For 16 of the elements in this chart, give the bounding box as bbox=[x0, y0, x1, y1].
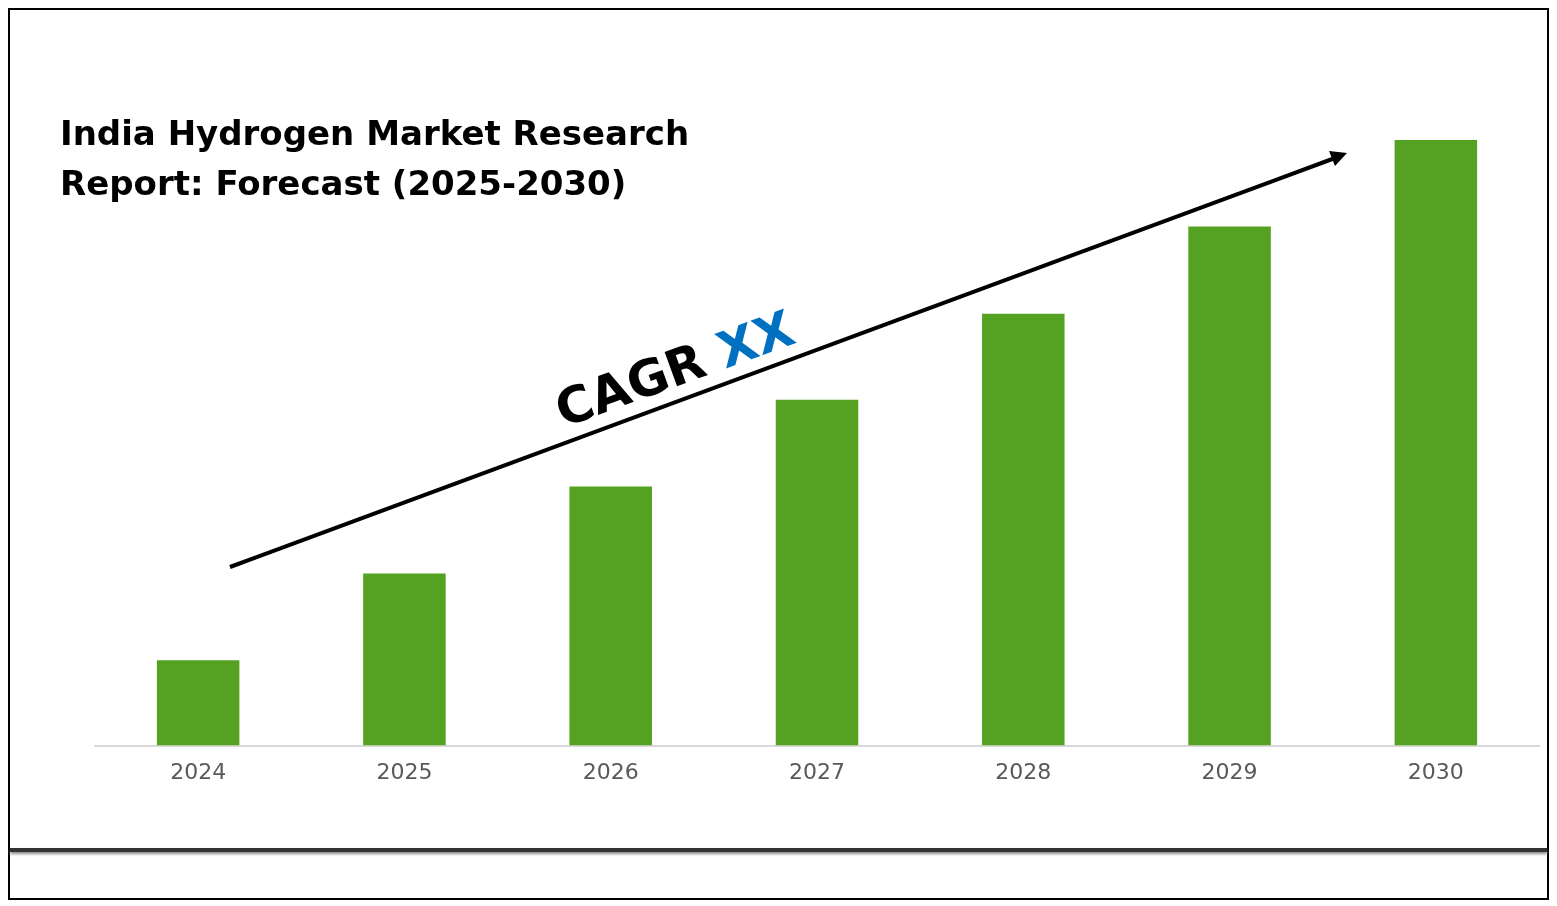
bar bbox=[982, 313, 1065, 746]
bar bbox=[156, 660, 240, 746]
bar bbox=[775, 399, 859, 746]
x-tick-label: 2029 bbox=[1201, 758, 1258, 784]
bar bbox=[363, 573, 446, 746]
bar bbox=[1188, 226, 1271, 746]
x-tick-label: 2025 bbox=[376, 758, 433, 784]
x-tick-label: 2028 bbox=[995, 758, 1052, 784]
x-tick-label: 2027 bbox=[789, 758, 845, 784]
x-tick-label: 2024 bbox=[170, 758, 227, 784]
x-tick-label: 2026 bbox=[582, 758, 639, 784]
bar bbox=[1394, 140, 1478, 746]
annotation: CAGR XX bbox=[547, 299, 802, 439]
chart-title: India Hydrogen Market Research Report: Forecast (2025-2030) bbox=[60, 112, 691, 205]
bar bbox=[569, 486, 652, 746]
x-tick-label: 2030 bbox=[1407, 758, 1464, 784]
